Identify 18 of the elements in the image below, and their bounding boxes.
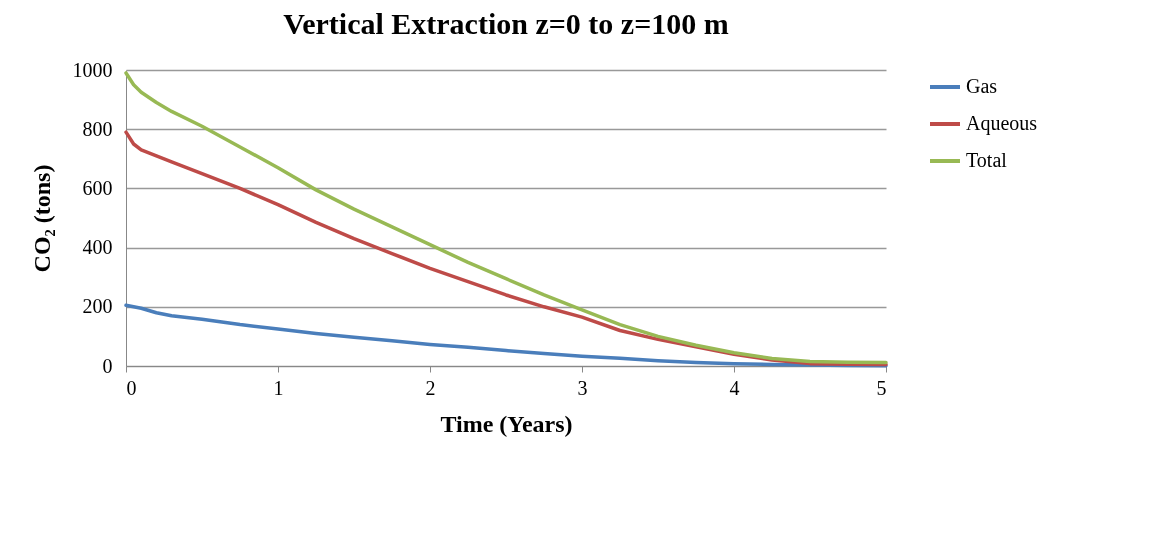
x-tick-label: 5: [876, 376, 887, 399]
y-tick-label: 800: [82, 117, 113, 140]
legend-label: Total: [966, 149, 1008, 171]
x-tick-label: 4: [729, 376, 740, 399]
x-tick-label: 2: [425, 376, 436, 399]
y-tick-label: 1000: [72, 58, 113, 81]
y-tick-label: 0: [102, 354, 113, 377]
legend-label: Gas: [966, 75, 998, 97]
x-tick-label: 0: [126, 376, 137, 399]
legend-label: Aqueous: [966, 112, 1038, 135]
y-tick-label: 600: [82, 176, 113, 199]
x-tick-label: 3: [577, 376, 588, 399]
y-tick-label: 200: [82, 295, 113, 318]
y-tick-label: 400: [82, 236, 113, 259]
x-tick-label: 1: [273, 376, 284, 399]
chart-title: Vertical Extraction z=0 to z=100 m: [283, 7, 729, 40]
x-axis-title: Time (Years): [440, 410, 573, 437]
y-axis-title: CO₂ (tons): [28, 164, 55, 273]
